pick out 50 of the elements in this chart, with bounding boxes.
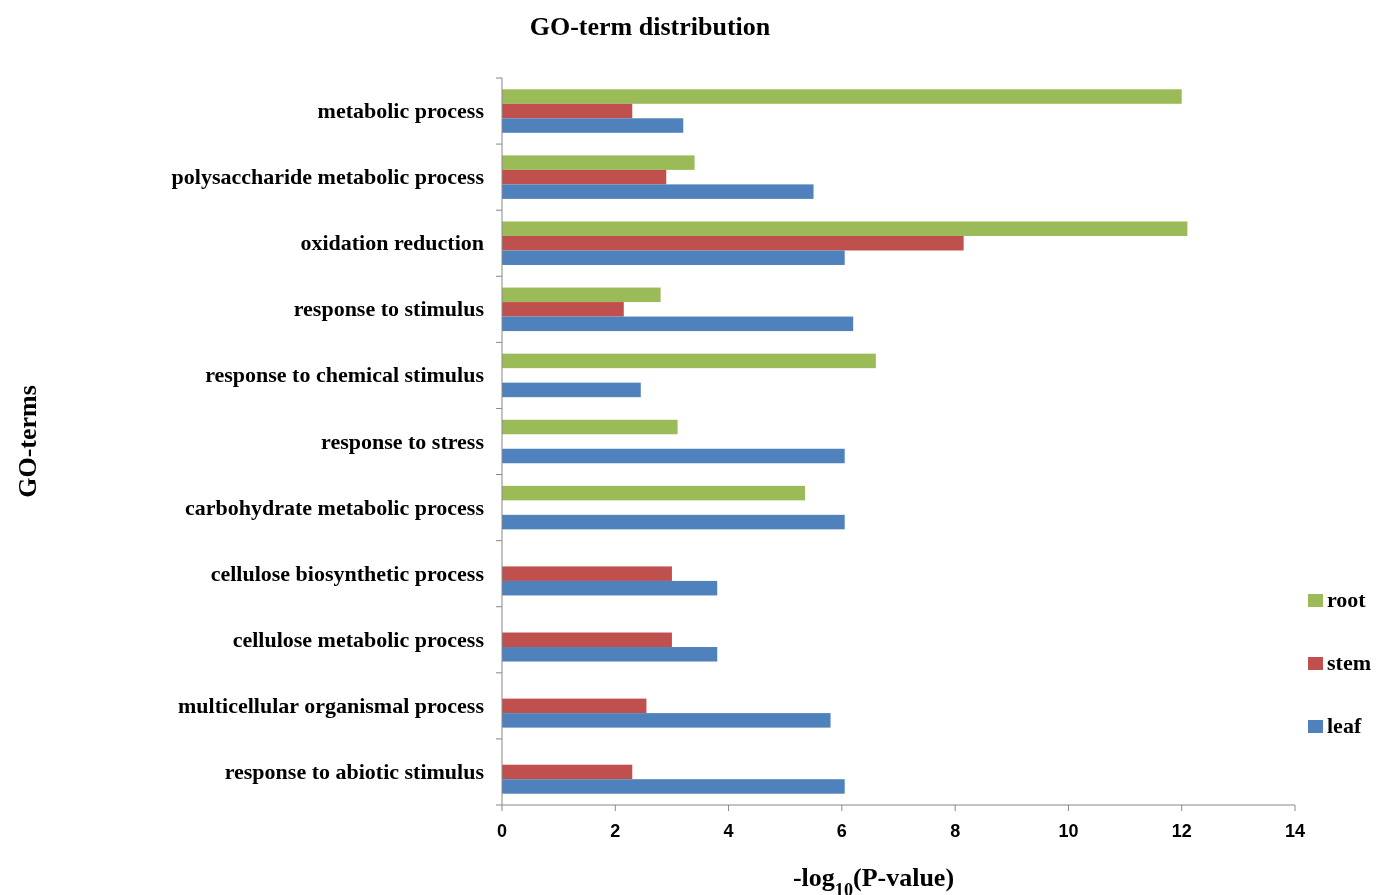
bar <box>502 485 806 501</box>
y-tick-label: response to stimulus <box>293 296 485 322</box>
bar <box>502 221 1188 236</box>
bar <box>502 580 718 596</box>
bar <box>502 779 845 794</box>
bar <box>502 647 718 662</box>
y-tick-label: cellulose metabolic process <box>232 626 485 652</box>
bar <box>502 169 667 185</box>
x-tick-label: 12 <box>1171 821 1192 841</box>
y-tick-label: multicellular organismal process <box>178 692 485 718</box>
bar <box>502 353 876 369</box>
bar <box>502 382 641 398</box>
x-tick-label: 10 <box>1058 821 1079 841</box>
bar <box>502 632 672 648</box>
y-tick-label: response to chemical stimulus <box>205 362 485 388</box>
bar <box>502 287 661 303</box>
chart-title: GO-term distribution <box>529 12 771 41</box>
bar <box>502 566 672 581</box>
bar <box>502 103 633 119</box>
y-tick-label: metabolic process <box>317 98 485 124</box>
y-tick-label: response to stress <box>321 428 485 454</box>
bar <box>502 764 633 780</box>
bar <box>502 448 845 464</box>
bar <box>502 118 684 133</box>
x-tick-label: 8 <box>950 821 961 841</box>
bar <box>502 235 964 251</box>
y-tick-label: oxidation reduction <box>300 230 484 256</box>
bar <box>502 89 1182 104</box>
bar <box>502 302 624 317</box>
y-axis-title: GO-terms <box>13 385 42 498</box>
legend-label: stem <box>1327 650 1371 675</box>
bar <box>502 184 814 199</box>
x-tick-label: 2 <box>610 821 621 841</box>
x-tick-label: 14 <box>1284 821 1306 841</box>
bar <box>502 698 647 714</box>
bar <box>502 419 678 435</box>
y-tick-label: carbohydrate metabolic process <box>185 494 485 520</box>
bar <box>502 316 854 332</box>
bar <box>502 155 695 170</box>
y-tick-label: cellulose biosynthetic process <box>210 560 485 586</box>
y-tick-label: polysaccharide metabolic process <box>171 164 485 190</box>
bar <box>502 713 831 728</box>
legend-label: leaf <box>1327 713 1362 738</box>
x-tick-label: 4 <box>723 821 734 841</box>
y-tick-label: response to abiotic stimulus <box>224 758 485 784</box>
x-tick-label: 6 <box>836 821 847 841</box>
legend-label: root <box>1327 587 1367 612</box>
x-tick-label: 0 <box>496 821 508 841</box>
bar <box>502 514 845 530</box>
bar <box>502 250 845 265</box>
